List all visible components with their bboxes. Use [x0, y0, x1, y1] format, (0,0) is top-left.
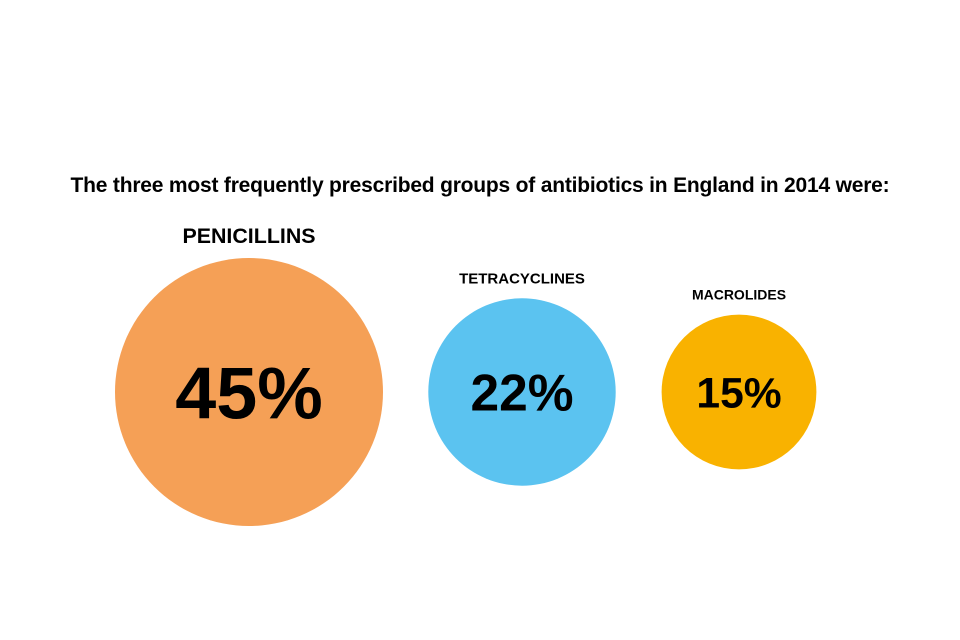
- category-label-tetracyclines: TETRACYCLINES: [459, 270, 585, 287]
- category-label-penicillins: PENICILLINS: [182, 224, 315, 248]
- bubble-tetracyclines: [428, 298, 616, 486]
- value-label-macrolides: 15%: [696, 369, 781, 417]
- chart-title: The three most frequently prescribed gro…: [70, 174, 890, 197]
- bubble-macrolides: [661, 314, 817, 470]
- value-label-penicillins: 45%: [175, 352, 322, 435]
- category-label-macrolides: MACROLIDES: [692, 287, 786, 303]
- value-label-tetracyclines: 22%: [470, 364, 573, 422]
- bubble-penicillins: [115, 258, 383, 526]
